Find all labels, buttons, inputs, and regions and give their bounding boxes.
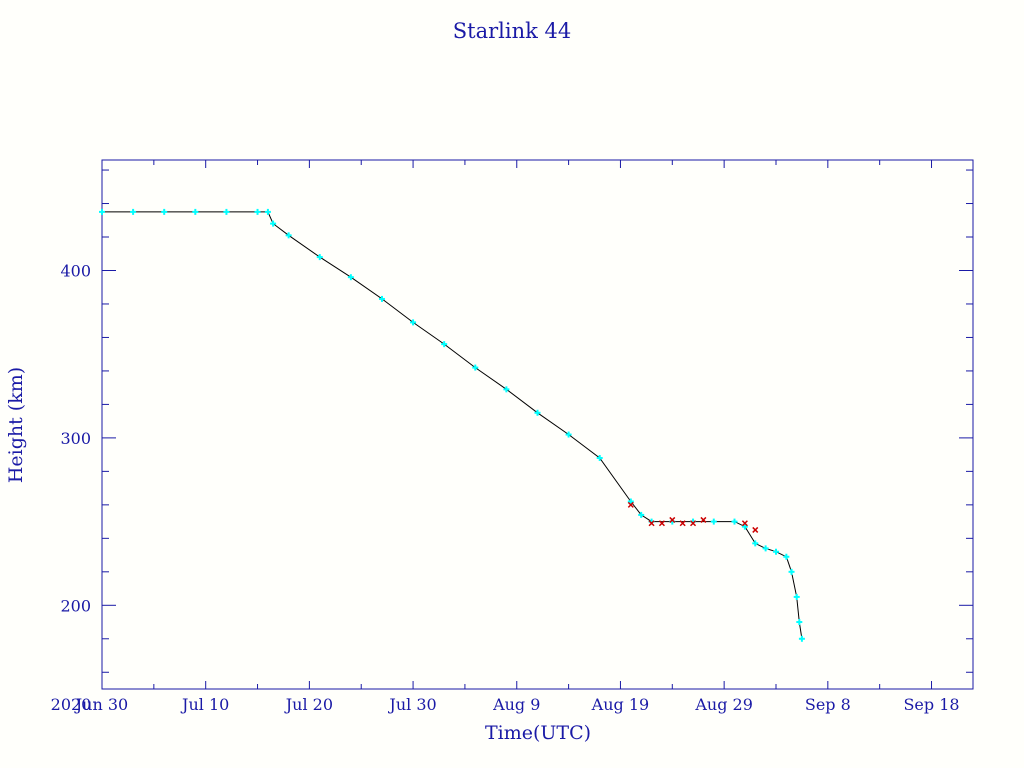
data-point (596, 454, 603, 461)
data-point (472, 364, 479, 371)
x-tick-label: Jul 30 (387, 695, 436, 714)
year-label: 2020 (51, 695, 92, 714)
x-tick-label: Aug 29 (694, 695, 753, 714)
data-point (99, 208, 105, 215)
trajectory-line (102, 211, 803, 639)
flagged-point (658, 520, 665, 527)
data-point (565, 431, 572, 438)
data-point (534, 409, 541, 416)
plot-frame (101, 159, 974, 690)
x-tick-label: Jul 10 (180, 695, 229, 714)
flagged-point (752, 526, 759, 533)
data-point (347, 274, 354, 281)
x-axis-label: Time(UTC) (485, 722, 591, 744)
data-point (503, 386, 510, 393)
data-point (223, 208, 230, 215)
flagged-point (700, 516, 707, 523)
flagged-point (690, 520, 697, 527)
data-point (441, 341, 448, 348)
data-point (796, 619, 803, 626)
x-tick-label: Jun 30 (74, 695, 128, 714)
data-point (192, 208, 199, 215)
data-marks (99, 208, 805, 642)
chart-title: Starlink 44 (453, 19, 571, 43)
x-tick-label: Sep 18 (903, 695, 959, 714)
data-point (783, 553, 790, 560)
data-point (161, 208, 168, 215)
x-tick-label: Aug 19 (591, 695, 650, 714)
data-point (638, 511, 645, 518)
flagged-point (627, 501, 634, 508)
flagged-point (679, 520, 686, 527)
data-point (316, 254, 323, 261)
data-point (710, 518, 717, 525)
y-tick-label: 200 (60, 596, 91, 615)
data-point (254, 208, 261, 215)
data-point (378, 295, 385, 302)
flagged-point (669, 516, 676, 523)
data-point (130, 208, 137, 215)
data-point (410, 319, 417, 326)
data-point (285, 232, 292, 239)
y-tick-label: 300 (60, 429, 91, 448)
axis-ticks: Jun 30 Jul 10 Jul 20 Jul 30 Aug 9 Aug 19 Aug 2… (60, 160, 973, 714)
data-point (798, 635, 805, 642)
data-point (793, 593, 800, 600)
data-point (752, 540, 759, 547)
data-point (772, 548, 779, 555)
x-tick-label: Jul 20 (284, 695, 333, 714)
flagged-point (741, 520, 748, 527)
data-point (270, 220, 277, 227)
y-axis-label: Height (km) (5, 367, 27, 483)
flagged-point (648, 520, 655, 527)
y-tick-label: 400 (60, 261, 91, 280)
data-point (627, 498, 634, 505)
x-tick-label: Aug 9 (492, 695, 540, 714)
data-point (731, 518, 738, 525)
data-point (762, 545, 769, 552)
data-point (741, 523, 748, 530)
data-point (788, 568, 795, 575)
x-tick-label: Sep 8 (805, 695, 851, 714)
data-point (264, 208, 271, 215)
